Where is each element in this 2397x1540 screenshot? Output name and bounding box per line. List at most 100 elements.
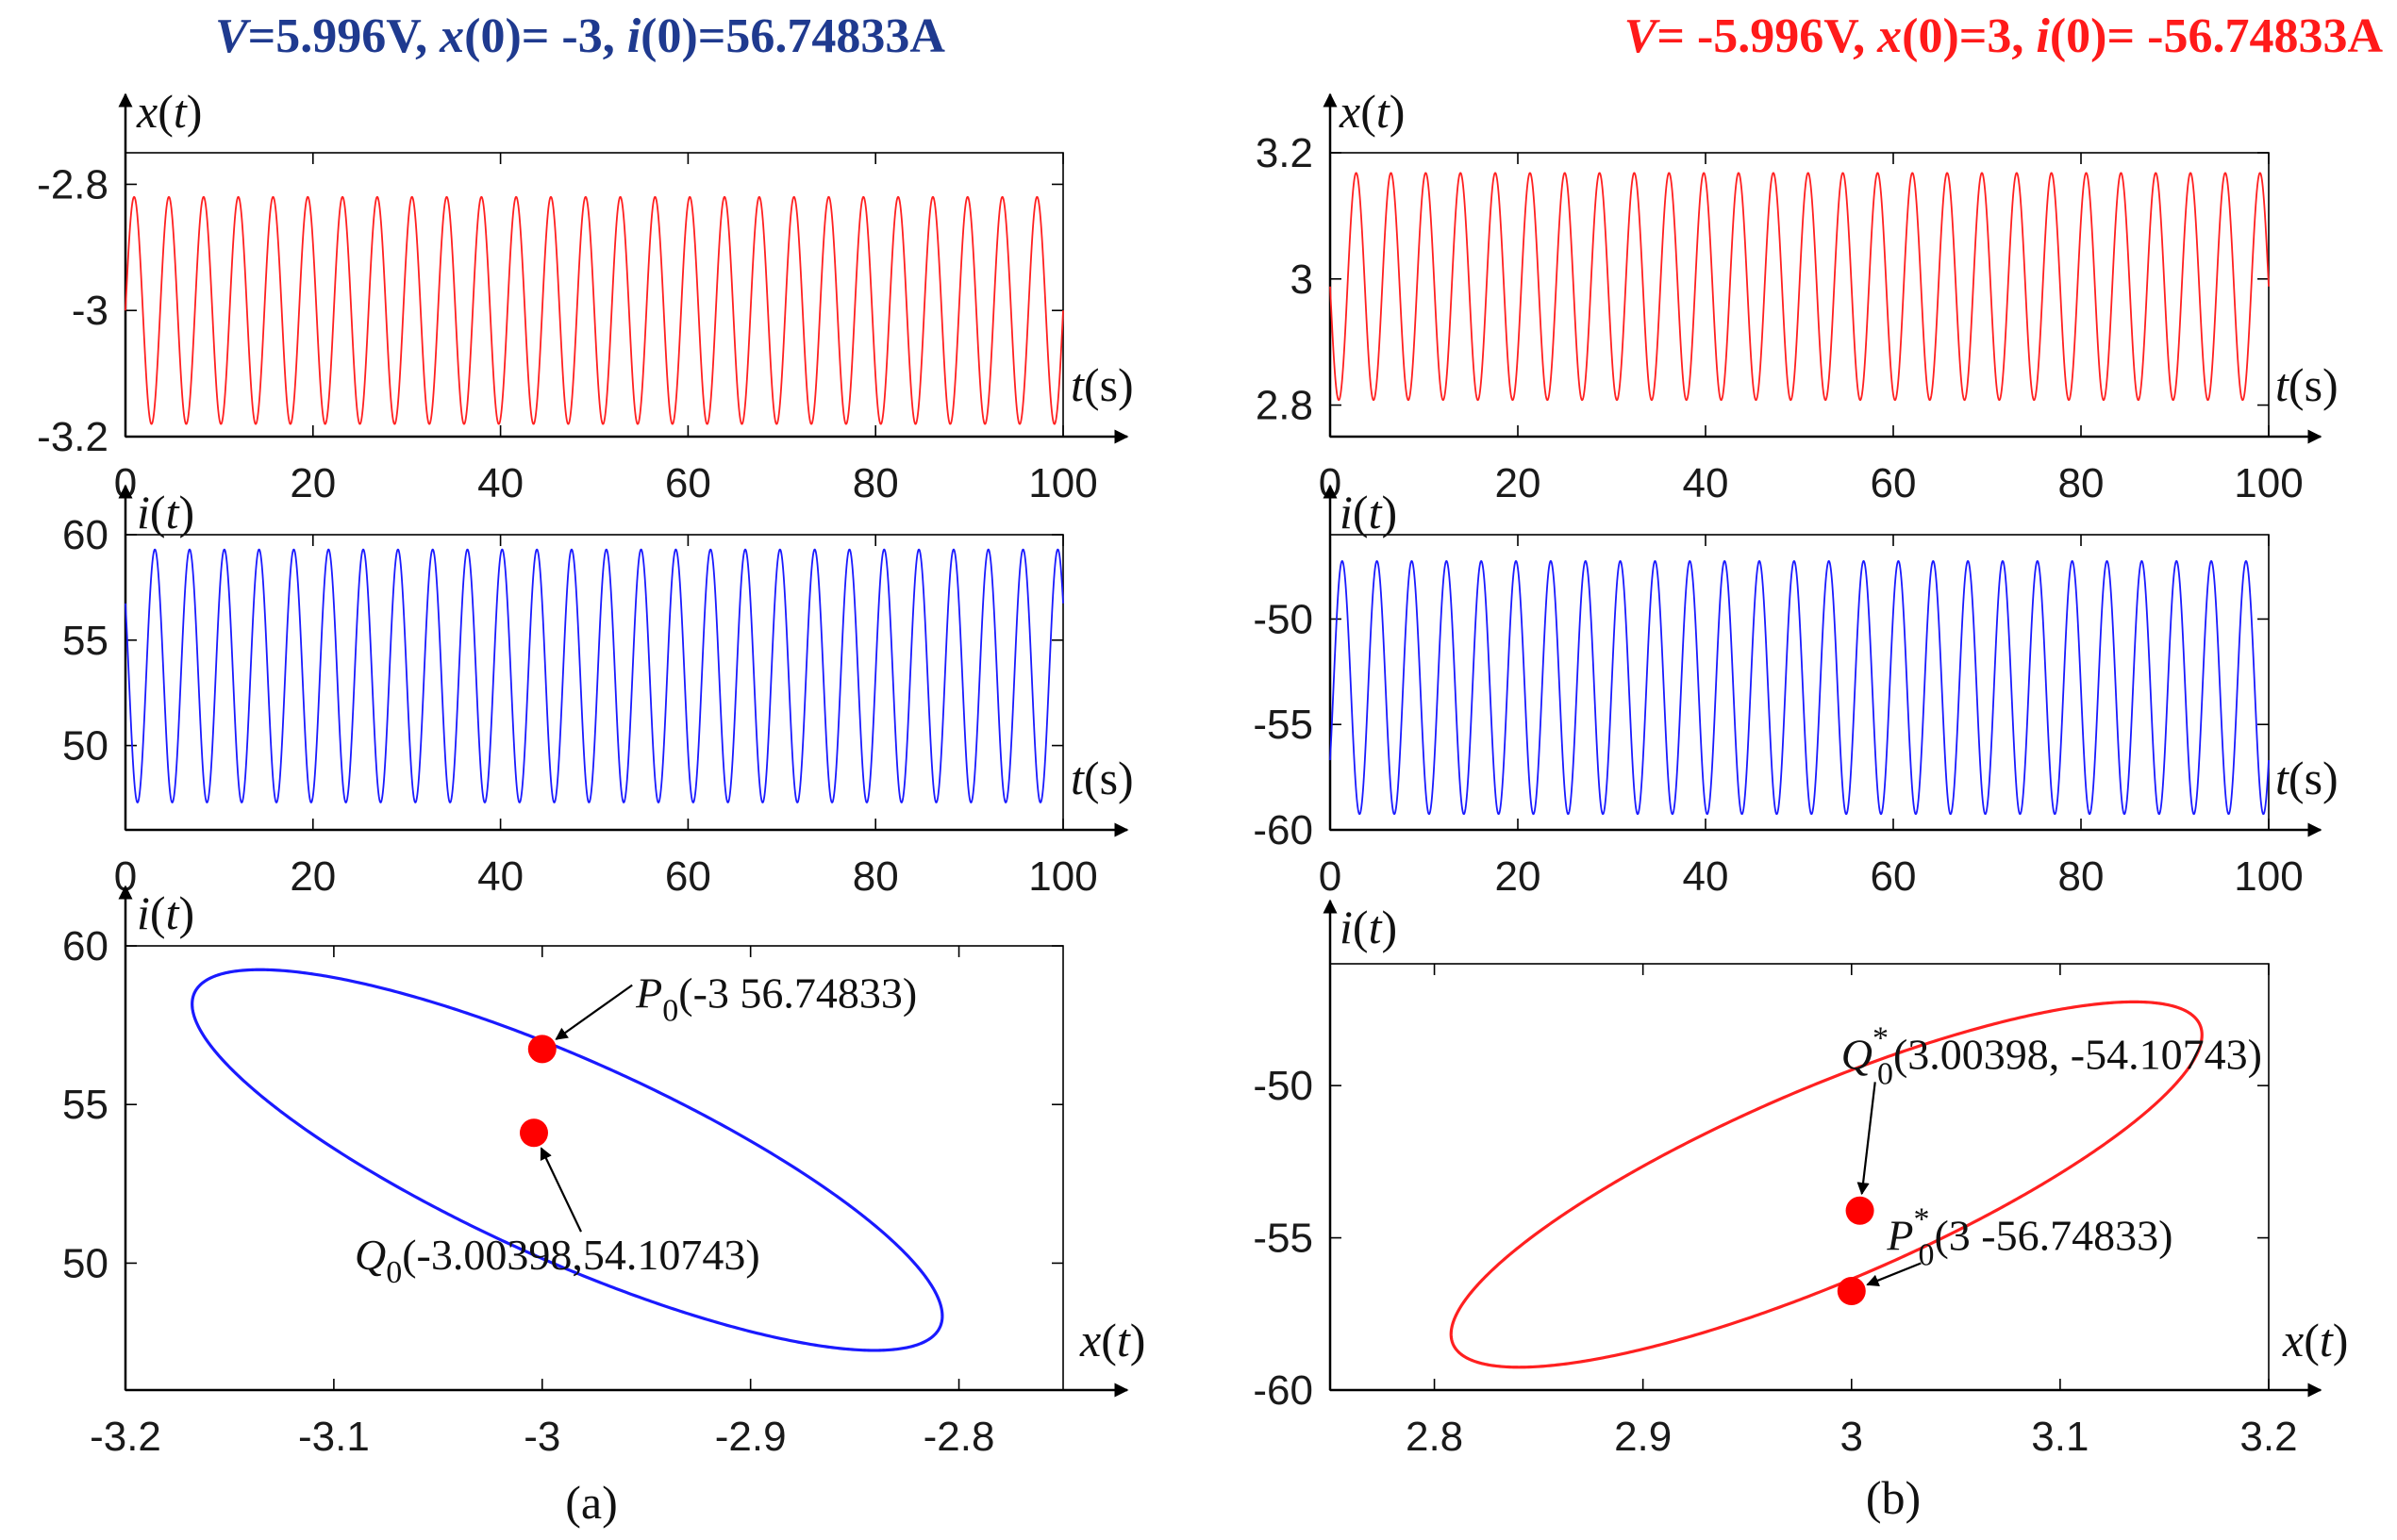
y-tick-label: 55 — [62, 618, 108, 664]
series-line — [1329, 172, 2270, 402]
x-tick-label: 20 — [290, 853, 336, 900]
x-tick-label: -3.2 — [90, 1414, 161, 1460]
x-axis-label: t(s) — [1071, 358, 1134, 411]
x-tick-label: 3.2 — [2239, 1414, 2297, 1460]
x-tick-label: -2.9 — [715, 1414, 787, 1460]
marker-point — [527, 1035, 557, 1064]
x-axis-label: t(s) — [1071, 752, 1134, 804]
left-header-part: i — [627, 9, 641, 63]
y-axis-label: x(t) — [1339, 85, 1405, 138]
x-tick-label: 0 — [1319, 853, 1341, 900]
x-tick-label: 100 — [2234, 460, 2303, 506]
x-tick-label: 80 — [2058, 853, 2105, 900]
y-tick-label: -55 — [1253, 1216, 1313, 1262]
annotation-label: P0(-3 56.74833) — [635, 969, 917, 1029]
y-tick-label: 2.8 — [1256, 383, 1313, 429]
y-tick-label: -50 — [1253, 596, 1313, 642]
x-tick-label: 100 — [2234, 853, 2303, 900]
y-axis-label: x(t) — [136, 85, 202, 138]
right-header-part: (0)= -56.74833A — [2050, 9, 2384, 63]
marker-point — [1837, 1277, 1866, 1306]
annotation-label: Q0(-3.00398,54.10743) — [355, 1231, 760, 1290]
y-tick-label: 3 — [1290, 257, 1313, 303]
right-header-part: i — [2036, 9, 2050, 63]
y-tick-label: -60 — [1253, 1367, 1313, 1414]
plots-group: 0 20 40 60 80 100-3.2-3-2.8x(t)t(s)0 20 40 60 80 1… — [37, 85, 2348, 1460]
caption-a: (a) — [565, 1476, 618, 1529]
series-line — [1329, 560, 2270, 816]
annotation-label: P* 0(3 -56.74833) — [1886, 1201, 2172, 1272]
series-line — [191, 968, 944, 1352]
y-tick-label: -3 — [72, 288, 108, 334]
right-header-part: = -5.996V, — [1656, 9, 1877, 63]
annotation-label: Q* 0(3.00398, -54.10743) — [1841, 1020, 2262, 1091]
chart-a-top: 0 20 40 60 80 100-3.2-3-2.8x(t)t(s) — [37, 85, 1134, 506]
x-tick-label: 20 — [1495, 460, 1541, 506]
y-axis-label: i(t) — [1340, 486, 1397, 538]
y-tick-label: -60 — [1253, 807, 1313, 853]
x-tick-label: 40 — [1683, 853, 1729, 900]
marker-point — [1845, 1196, 1874, 1225]
x-tick-label: 100 — [1028, 853, 1097, 900]
x-axis-label: t(s) — [2275, 752, 2339, 804]
x-axis-label: x(t) — [2282, 1314, 2348, 1366]
caption-b: (b) — [1866, 1471, 1921, 1524]
x-tick-label: 60 — [665, 853, 711, 900]
x-tick-label: 80 — [853, 853, 899, 900]
y-tick-label: 60 — [62, 923, 108, 969]
x-tick-label: 80 — [853, 460, 899, 506]
x-axis-label: x(t) — [1079, 1314, 1145, 1366]
chart-b-phase: 2.8 2.9 3 3.1 3.2 -60 -55 -50 i(t) x(t) Q* 0(3.0039… — [1253, 899, 2348, 1460]
x-tick-label: 60 — [665, 460, 711, 506]
left-panel-header: V=5.996V, x(0)= -3, i(0)=56.74833A — [215, 9, 945, 63]
right-header-part: V — [1624, 9, 1661, 63]
y-tick-label: 55 — [62, 1082, 108, 1128]
chart-b-mid: 0 20 40 60 80 100 -60 -55 -50 i(t) t(s) — [1253, 484, 2339, 900]
y-axis-label: i(t) — [1340, 901, 1397, 953]
x-tick-label: 2.8 — [1406, 1414, 1463, 1460]
series-line — [1449, 1000, 2204, 1369]
y-tick-label: 3.2 — [1256, 130, 1313, 176]
x-tick-label: 60 — [1871, 853, 1917, 900]
series-line — [125, 548, 1064, 803]
x-tick-label: 20 — [1495, 853, 1541, 900]
left-header-part: =5.996V, — [248, 9, 440, 63]
x-tick-label: -3.1 — [298, 1414, 370, 1460]
annotation-arrow — [1856, 1082, 1876, 1196]
x-axis-label: t(s) — [2275, 358, 2339, 411]
x-tick-label: 60 — [1871, 460, 1917, 506]
left-header-part: (0)=56.74833A — [641, 9, 945, 63]
y-axis-label: i(t) — [137, 486, 194, 538]
y-tick-label: -55 — [1253, 702, 1313, 748]
x-tick-label: 3.1 — [2031, 1414, 2089, 1460]
x-tick-label: -3 — [524, 1414, 560, 1460]
left-header-part: x — [439, 9, 464, 63]
annotation-arrow — [540, 1147, 582, 1233]
x-tick-label: 3 — [1840, 1414, 1863, 1460]
x-tick-label: 40 — [477, 853, 524, 900]
annotation-arrow — [555, 984, 633, 1040]
right-header-part: x — [1876, 9, 1902, 63]
x-tick-label: 100 — [1028, 460, 1097, 506]
y-tick-label: 60 — [62, 512, 108, 558]
left-header-part: V — [215, 9, 252, 63]
annotation-arrow — [1866, 1262, 1922, 1287]
y-tick-label: -3.2 — [37, 414, 108, 460]
x-tick-label: 40 — [477, 460, 524, 506]
right-header-part: (0)=3, — [1902, 9, 2036, 63]
x-tick-label: 40 — [1683, 460, 1729, 506]
series-line — [125, 195, 1064, 425]
y-axis-label: i(t) — [137, 886, 194, 939]
chart-a-phase: -3.2 -3.1 -3 -2.9 -2.8 50 55 60 i(t) x(t) P0(-3 56… — [62, 885, 1145, 1460]
plot-frame — [1329, 963, 2270, 1391]
x-tick-label: 20 — [290, 460, 336, 506]
x-tick-label: 2.9 — [1614, 1414, 1672, 1460]
y-tick-label: -2.8 — [37, 161, 108, 207]
y-tick-label: 50 — [62, 1240, 108, 1286]
y-tick-label: 50 — [62, 723, 108, 770]
right-panel-header: V= -5.996V, x(0)=3, i(0)= -56.74833A — [1624, 9, 2384, 63]
marker-point — [519, 1118, 548, 1148]
